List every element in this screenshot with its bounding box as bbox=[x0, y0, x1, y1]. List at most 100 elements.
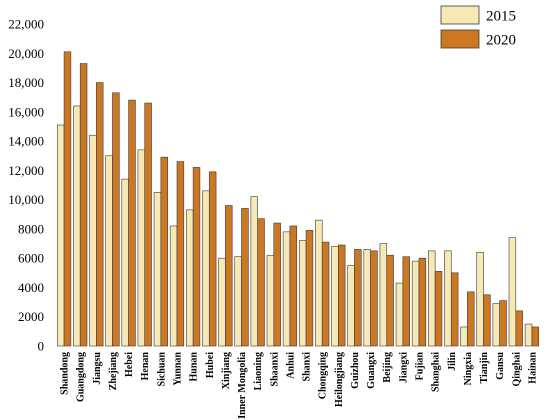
bar-2020 bbox=[241, 208, 249, 347]
bar-2015 bbox=[460, 326, 468, 347]
x-tick-label: Sichuan bbox=[156, 352, 167, 387]
x-tick-label: Xinjiang bbox=[221, 352, 232, 389]
x-tick-label: Jilin bbox=[447, 352, 458, 371]
bar-2020 bbox=[160, 156, 168, 347]
bar-2015 bbox=[186, 209, 194, 347]
bar-2015 bbox=[444, 250, 452, 347]
bar-2015 bbox=[56, 124, 65, 347]
x-tick-label: Hebei bbox=[124, 352, 135, 377]
bar-2015 bbox=[492, 303, 500, 347]
x-tick-label: Yunnan bbox=[173, 352, 184, 386]
bar-2020 bbox=[450, 272, 459, 347]
bar-2020 bbox=[273, 222, 281, 347]
bar-2015 bbox=[331, 246, 339, 347]
bar-2015 bbox=[315, 219, 323, 347]
bar-2015 bbox=[105, 155, 113, 347]
bar-2020 bbox=[338, 244, 346, 347]
x-tick-label: Chongqing bbox=[318, 352, 329, 399]
legend: 2015 2020 bbox=[440, 5, 516, 49]
x-tick-label: Anhui bbox=[285, 352, 296, 379]
bar-2015 bbox=[524, 323, 533, 347]
bar-2020 bbox=[79, 63, 88, 347]
bar-2015 bbox=[363, 249, 371, 347]
bar-2015 bbox=[218, 257, 226, 347]
bar-2015 bbox=[153, 192, 162, 347]
bar-2020 bbox=[192, 167, 201, 347]
x-tick-label: Ningxia bbox=[463, 352, 474, 385]
x-tick-label: Jiangsu bbox=[92, 352, 103, 385]
bar-2015 bbox=[266, 254, 275, 347]
legend-swatch-2015 bbox=[440, 5, 480, 25]
bar-2015 bbox=[169, 225, 178, 347]
bar-2015 bbox=[202, 190, 210, 347]
bar-2020 bbox=[176, 161, 185, 347]
x-tick-label: Shandong bbox=[60, 352, 71, 395]
bar-2015 bbox=[250, 196, 258, 347]
bar-2015 bbox=[298, 240, 307, 347]
y-tick-label: 2000 bbox=[18, 309, 44, 324]
y-tick-label: 14,000 bbox=[8, 134, 44, 149]
bar-2015 bbox=[121, 178, 129, 347]
bar-2020 bbox=[112, 92, 120, 347]
x-axis-tick-labels: Shandong Guangdong Jiangsu Zhejiang Hebei Hen… bbox=[60, 352, 539, 419]
x-tick-label: Tianjin bbox=[479, 352, 490, 384]
x-tick-label: Jiangxi bbox=[398, 352, 409, 383]
x-tick-label: Liaoning bbox=[253, 352, 264, 390]
y-tick-label: 22,000 bbox=[8, 17, 44, 32]
bar-2015 bbox=[428, 250, 436, 347]
y-tick-label: 0 bbox=[38, 339, 45, 354]
bar-2020 bbox=[434, 271, 443, 347]
bar-2015 bbox=[395, 282, 404, 347]
bar-2020 bbox=[289, 225, 298, 347]
bar-2015 bbox=[379, 243, 388, 347]
bar-2020 bbox=[305, 230, 314, 347]
bar-2020 bbox=[402, 256, 410, 347]
y-tick-label: 18,000 bbox=[8, 75, 44, 90]
y-tick-label: 20,000 bbox=[8, 46, 44, 61]
x-tick-label: Qinghai bbox=[511, 352, 522, 387]
bar-2020 bbox=[354, 249, 362, 347]
x-tick-label: Shanghai bbox=[431, 352, 442, 392]
bar-2015 bbox=[411, 260, 420, 347]
bar-2020 bbox=[386, 254, 394, 347]
y-tick-label: 4000 bbox=[18, 280, 44, 295]
y-tick-label: 16,000 bbox=[8, 104, 44, 119]
bar-2020 bbox=[63, 51, 72, 347]
y-tick-label: 10,000 bbox=[8, 192, 44, 207]
y-tick-label: 8000 bbox=[18, 221, 44, 236]
bar-2015 bbox=[476, 252, 484, 347]
x-tick-label: Shaanxi bbox=[269, 352, 280, 387]
bar-2020 bbox=[144, 102, 152, 347]
bar-2015 bbox=[137, 149, 146, 347]
y-tick-label: 6000 bbox=[18, 251, 44, 266]
x-tick-label: Hubei bbox=[205, 352, 216, 378]
bar-2020 bbox=[208, 171, 217, 347]
bar-2020 bbox=[483, 294, 491, 347]
x-tick-label: Inner Mongolia bbox=[237, 352, 248, 419]
y-tick-label: 12,000 bbox=[8, 163, 44, 178]
bar-2020 bbox=[531, 326, 540, 347]
bar-2020 bbox=[370, 250, 378, 347]
x-tick-label: Beijing bbox=[382, 352, 393, 383]
bars-group bbox=[56, 51, 540, 347]
bar-2015 bbox=[282, 231, 291, 347]
y-axis-tick-labels: 0 2000 4000 6000 8000 10,000 12,000 14,000 16,00… bbox=[8, 17, 44, 354]
legend-swatch-2020 bbox=[440, 29, 480, 49]
x-tick-label: Hunan bbox=[189, 352, 200, 382]
bar-2020 bbox=[257, 218, 265, 347]
x-tick-label: Guangxi bbox=[366, 352, 377, 389]
bar-2020 bbox=[96, 82, 104, 347]
bar-2020 bbox=[418, 257, 427, 347]
bar-2015 bbox=[73, 105, 81, 347]
x-tick-label: Guizhou bbox=[350, 352, 361, 389]
x-tick-label: Shanxi bbox=[302, 352, 313, 382]
x-tick-label: Henan bbox=[140, 352, 151, 381]
bar-2015 bbox=[234, 256, 242, 347]
x-tick-label: Heilongjiang bbox=[334, 352, 345, 407]
x-tick-label: Zhejiang bbox=[108, 352, 119, 390]
bar-2015 bbox=[508, 237, 517, 347]
x-tick-label: Guangdong bbox=[76, 352, 87, 402]
bar-2020 bbox=[515, 310, 523, 347]
bar-2020 bbox=[128, 99, 136, 347]
